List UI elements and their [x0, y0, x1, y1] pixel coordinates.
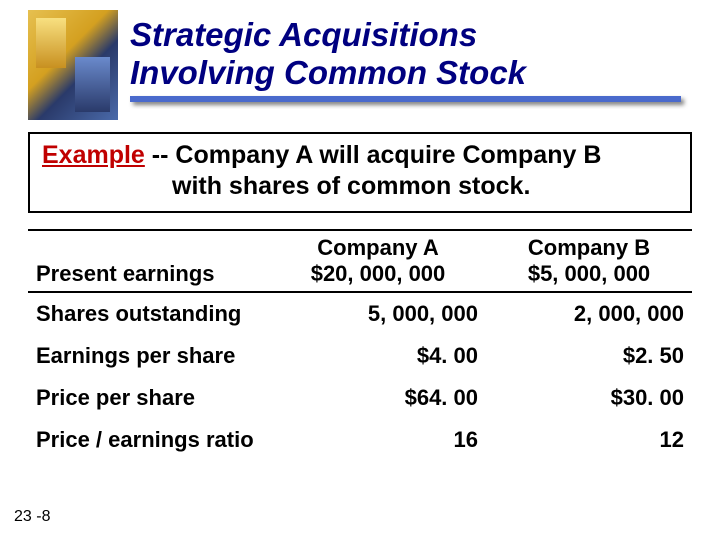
table-row: Shares outstanding 5, 000, 000 2, 000, 0… — [28, 292, 692, 335]
row-val-b: 2, 000, 000 — [486, 292, 692, 335]
example-rest1: -- Company A will acquire Company B — [145, 141, 602, 169]
row-val-a: 5, 000, 000 — [270, 292, 486, 335]
row-val-a: $64. 00 — [270, 377, 486, 419]
row-val-b: $30. 00 — [486, 377, 692, 419]
col-b-name: Company B — [528, 235, 650, 260]
table-row: Price per share $64. 00 $30. 00 — [28, 377, 692, 419]
example-rest2: with shares of common stock. — [42, 171, 678, 202]
table-row: Earnings per share $4. 00 $2. 50 — [28, 335, 692, 377]
row-val-a: $4. 00 — [270, 335, 486, 377]
title-line1: Strategic Acquisitions — [130, 16, 477, 53]
title-line2: Involving Common Stock — [130, 54, 526, 91]
page-number: 23 -8 — [14, 508, 50, 526]
row-val-b: $2. 50 — [486, 335, 692, 377]
header-rowlabel-text: Present earnings — [36, 261, 215, 286]
table-row: Price / earnings ratio 16 12 — [28, 419, 692, 461]
row-val-a: 16 — [270, 419, 486, 461]
header-col-b: Company B $5, 000, 000 — [486, 230, 692, 292]
table-header-row: Present earnings Company A $20, 000, 000… — [28, 230, 692, 292]
title-underline — [130, 96, 681, 102]
data-table: Present earnings Company A $20, 000, 000… — [28, 229, 692, 461]
header-rowlabel: Present earnings — [28, 230, 270, 292]
col-b-val: $5, 000, 000 — [528, 261, 650, 286]
example-label: Example — [42, 141, 145, 169]
row-label: Earnings per share — [28, 335, 270, 377]
slide: Strategic Acquisitions Involving Common … — [0, 0, 720, 540]
row-label: Price / earnings ratio — [28, 419, 270, 461]
header: Strategic Acquisitions Involving Common … — [28, 10, 692, 120]
col-a-val: $20, 000, 000 — [311, 261, 446, 286]
col-a-name: Company A — [317, 235, 438, 260]
header-col-a: Company A $20, 000, 000 — [270, 230, 486, 292]
row-label: Shares outstanding — [28, 292, 270, 335]
example-text: Example -- Company A will acquire Compan… — [42, 140, 678, 203]
slide-title: Strategic Acquisitions Involving Common … — [130, 16, 692, 92]
example-box: Example -- Company A will acquire Compan… — [28, 132, 692, 213]
row-val-b: 12 — [486, 419, 692, 461]
header-image — [28, 10, 118, 120]
row-label: Price per share — [28, 377, 270, 419]
title-block: Strategic Acquisitions Involving Common … — [130, 10, 692, 102]
